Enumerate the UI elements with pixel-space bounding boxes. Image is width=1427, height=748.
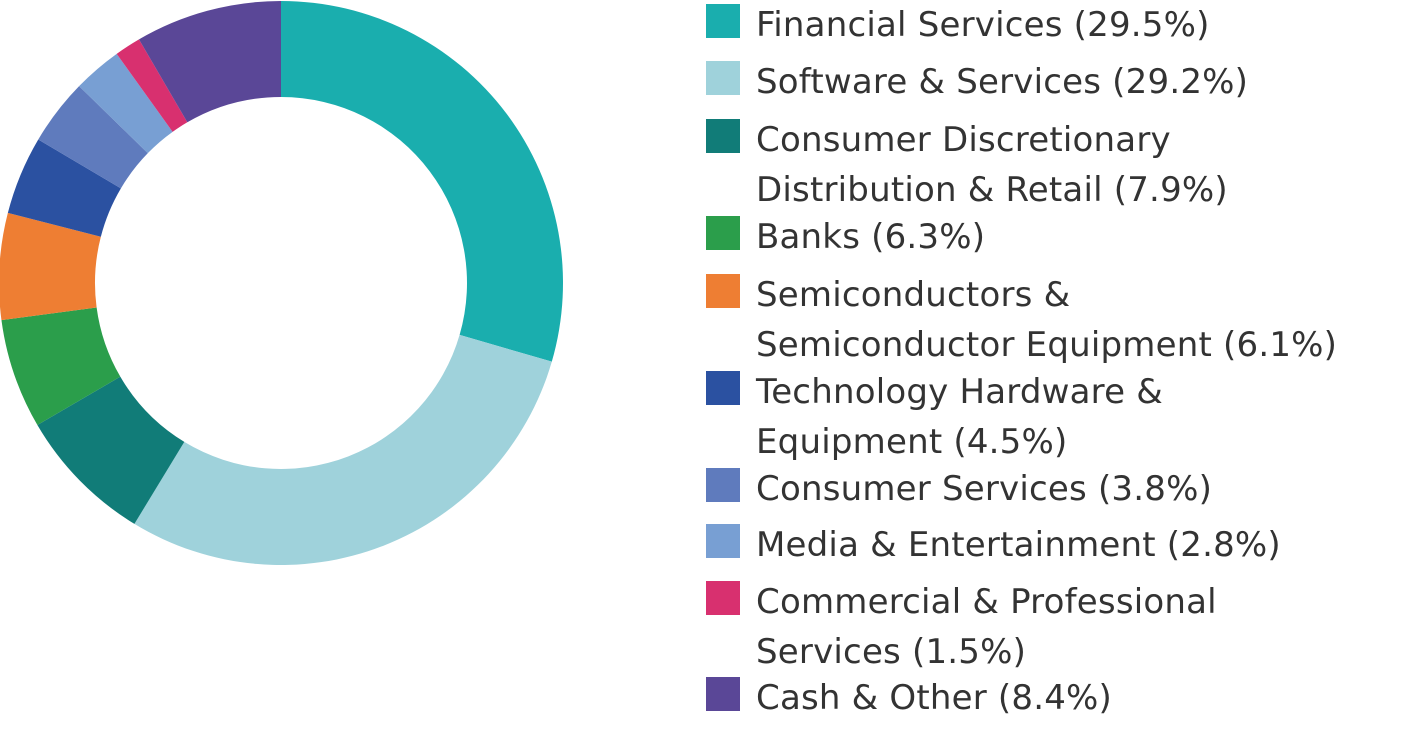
legend-label: Semiconductor Equipment (6.1%) bbox=[756, 325, 1338, 365]
legend-swatch bbox=[706, 677, 740, 711]
legend-swatch bbox=[706, 581, 740, 615]
legend-label: Equipment (4.5%) bbox=[756, 422, 1068, 462]
legend-swatch bbox=[706, 4, 740, 38]
legend-label: Semiconductors & bbox=[756, 275, 1071, 315]
donut-slice-3 bbox=[37, 376, 185, 524]
donut-slice-7 bbox=[38, 86, 148, 189]
legend-label: Software & Services (29.2%) bbox=[756, 62, 1249, 102]
donut-slice-4 bbox=[1, 307, 121, 426]
legend-label: Financial Services (29.5%) bbox=[756, 5, 1210, 45]
donut-slice-9 bbox=[116, 39, 188, 132]
donut-slice-5 bbox=[0, 212, 101, 321]
donut-slice-6 bbox=[7, 139, 121, 237]
legend-label: Services (1.5%) bbox=[756, 632, 1027, 672]
legend-label: Media & Entertainment (2.8%) bbox=[756, 525, 1281, 565]
donut-chart bbox=[0, 1, 563, 565]
donut-slice-1 bbox=[281, 1, 563, 362]
legend-swatch bbox=[706, 119, 740, 153]
donut-slice-10 bbox=[138, 1, 281, 123]
donut-slice-2 bbox=[134, 334, 552, 565]
legend-label: Consumer Services (3.8%) bbox=[756, 469, 1213, 509]
legend-swatch bbox=[706, 371, 740, 405]
legend-label: Distribution & Retail (7.9%) bbox=[756, 170, 1228, 210]
legend-swatch bbox=[706, 468, 740, 502]
legend-swatch bbox=[706, 61, 740, 95]
legend-label: Banks (6.3%) bbox=[756, 217, 986, 257]
legend-label: Technology Hardware & bbox=[756, 372, 1163, 412]
legend-swatch bbox=[706, 216, 740, 250]
legend-label: Consumer Discretionary bbox=[756, 120, 1171, 160]
legend-swatch bbox=[706, 524, 740, 558]
legend-swatch bbox=[706, 274, 740, 308]
donut-slice-8 bbox=[79, 53, 173, 154]
legend-label: Cash & Other (8.4%) bbox=[756, 678, 1113, 718]
legend-label: Commercial & Professional bbox=[756, 582, 1217, 622]
